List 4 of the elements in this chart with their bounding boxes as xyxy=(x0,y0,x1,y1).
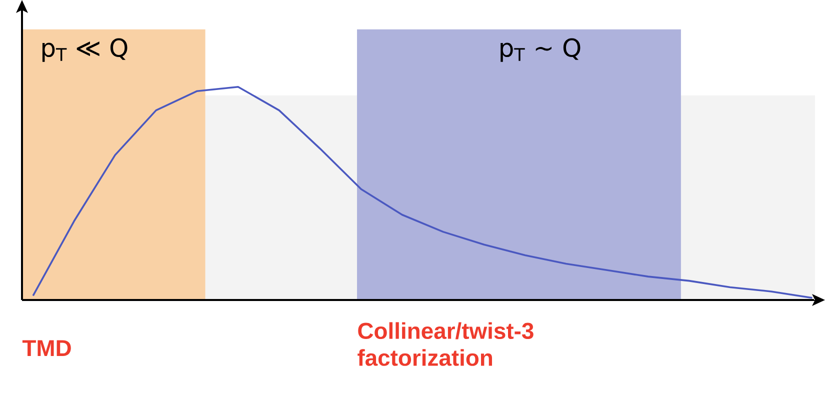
text: p$_{T}$ ≪ Q xyxy=(42,38,128,62)
text: p$_{T}$ ∼ Q xyxy=(500,38,580,62)
text: TMD xyxy=(22,340,71,356)
text: Collinear/twist-3 factorization xyxy=(358,322,534,366)
